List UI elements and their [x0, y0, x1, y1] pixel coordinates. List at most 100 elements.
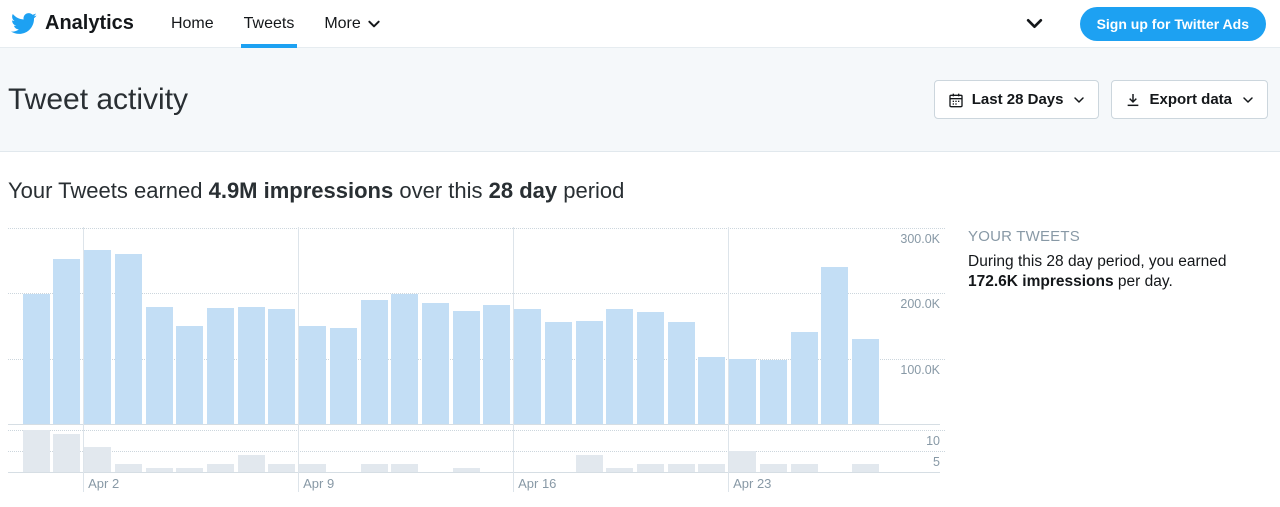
nav-item-home-label: Home	[170, 14, 214, 32]
top-nav: Analytics Home Tweets More Sign up for T…	[0, 0, 1280, 48]
twitter-bird-icon[interactable]	[10, 10, 37, 37]
chevron-down-icon	[1073, 94, 1085, 106]
headline-suffix: period	[557, 178, 625, 203]
tweets-bar[interactable]	[176, 467, 204, 472]
header-actions: Last 28 Days Export data	[933, 80, 1268, 119]
app-title: Analytics	[45, 12, 134, 34]
tweets-bar[interactable]	[667, 463, 695, 472]
chevron-down-icon	[1242, 94, 1254, 106]
impressions-bar[interactable]	[391, 294, 419, 424]
tweets-bar[interactable]	[53, 434, 81, 472]
tweets-bar[interactable]	[575, 455, 603, 472]
impressions-bar[interactable]	[360, 300, 388, 424]
tweets-bar[interactable]	[237, 455, 265, 472]
tweets-bar[interactable]	[452, 467, 480, 472]
impressions-bar[interactable]	[421, 303, 449, 424]
your-tweets-summary: During this 28 day period, you earned 17…	[968, 252, 1240, 292]
gridline-vertical	[728, 227, 730, 492]
y-axis-label: 300.0K	[900, 231, 940, 246]
gridline-vertical	[298, 227, 300, 492]
impressions-bar[interactable]	[268, 308, 296, 424]
summary-text-after: per day.	[1113, 273, 1173, 290]
your-tweets-heading: YOUR TWEETS	[968, 228, 1080, 245]
impressions-bar[interactable]	[821, 267, 849, 424]
nav-item-tweets[interactable]: Tweets	[229, 0, 310, 48]
impressions-bar[interactable]	[636, 311, 664, 424]
gridline-vertical	[83, 227, 85, 492]
impressions-bar[interactable]	[851, 338, 879, 424]
date-range-button[interactable]: Last 28 Days	[933, 80, 1100, 119]
nav-item-tweets-label: Tweets	[243, 14, 295, 32]
headline-period-value: 28 day	[488, 178, 558, 203]
nav-item-more[interactable]: More	[309, 0, 395, 48]
gridline-horizontal	[8, 451, 945, 452]
calendar-icon	[948, 92, 964, 108]
impressions-bar[interactable]	[544, 322, 572, 424]
impressions-bar[interactable]	[84, 249, 112, 424]
main-chart-baseline	[8, 424, 940, 425]
impressions-bar[interactable]	[667, 322, 695, 424]
tweets-bar[interactable]	[636, 463, 664, 472]
tweets-bar[interactable]	[360, 463, 388, 472]
tweets-bar[interactable]	[84, 446, 112, 472]
x-axis-label: Apr 9	[303, 476, 335, 491]
gridline-horizontal	[8, 293, 945, 294]
impressions-bar[interactable]	[575, 320, 603, 424]
tweets-bar[interactable]	[759, 463, 787, 472]
y-axis-label: 10	[926, 434, 940, 448]
date-range-label: Last 28 Days	[971, 91, 1064, 108]
impressions-bar[interactable]	[698, 357, 726, 424]
export-data-button[interactable]: Export data	[1111, 80, 1268, 119]
impressions-bar[interactable]	[176, 326, 204, 424]
tweets-bar[interactable]	[268, 463, 296, 472]
impressions-bar[interactable]	[22, 294, 50, 424]
page-header: Tweet activity Last 28 Days Export data	[0, 48, 1280, 152]
impressions-bar[interactable]	[329, 328, 357, 424]
summary-impressions-per-day: 172.6K impressions	[968, 273, 1114, 290]
primary-nav: Home Tweets More	[156, 0, 396, 48]
account-menu-chevron-icon[interactable]	[1025, 14, 1044, 33]
tweets-bar[interactable]	[206, 463, 234, 472]
tweets-bar[interactable]	[145, 467, 173, 472]
x-axis-label: Apr 2	[88, 476, 120, 491]
nav-item-home[interactable]: Home	[156, 0, 229, 48]
tweets-bar[interactable]	[299, 463, 327, 472]
impressions-bar[interactable]	[299, 325, 327, 424]
x-axis-label: Apr 16	[518, 476, 557, 491]
tweets-bar[interactable]	[114, 463, 142, 472]
gridline-horizontal	[8, 227, 945, 229]
download-icon	[1125, 92, 1141, 108]
impressions-bar[interactable]	[759, 360, 787, 424]
y-axis-label: 200.0K	[900, 297, 940, 311]
impressions-bar[interactable]	[53, 258, 81, 424]
impressions-bar[interactable]	[452, 311, 480, 424]
y-axis-label: 100.0K	[900, 362, 940, 377]
nav-item-more-label: More	[324, 14, 361, 32]
impressions-bar[interactable]	[206, 308, 234, 424]
tweets-bar[interactable]	[729, 451, 757, 472]
impressions-bar[interactable]	[237, 306, 265, 424]
impressions-bar[interactable]	[606, 308, 634, 424]
gridline-horizontal	[8, 430, 945, 431]
mini-chart-baseline	[8, 472, 940, 473]
your-tweets-panel: YOUR TWEETS During this 28 day period, y…	[968, 228, 1240, 292]
impressions-bar[interactable]	[729, 359, 757, 424]
signup-twitter-ads-button[interactable]: Sign up for Twitter Ads	[1079, 6, 1266, 41]
tweets-bar[interactable]	[790, 463, 818, 472]
impressions-bar[interactable]	[514, 309, 542, 424]
impressions-bar-chart: 300.0K 200.0K 100.0K 10 5 Apr 2 Apr 9 Apr 16 Apr…	[0, 224, 945, 506]
tweets-bar[interactable]	[391, 463, 419, 472]
headline-impressions-value: 4.9M impressions	[208, 178, 394, 203]
impressions-summary-headline: Your Tweets earned 4.9M impressions over…	[8, 178, 1280, 204]
impressions-bar[interactable]	[483, 304, 511, 424]
impressions-bar[interactable]	[114, 254, 142, 424]
tweet-activity-chart-section: 300.0K 200.0K 100.0K 10 5 Apr 2 Apr 9 Apr 16 Apr…	[0, 224, 1280, 506]
page-title: Tweet activity	[8, 82, 189, 116]
tweets-bar[interactable]	[698, 463, 726, 472]
tweets-bar[interactable]	[22, 430, 50, 472]
tweets-bar[interactable]	[606, 467, 634, 472]
tweets-bar[interactable]	[851, 463, 879, 472]
gridline-vertical	[513, 227, 515, 492]
impressions-bar[interactable]	[145, 307, 173, 424]
impressions-bar[interactable]	[790, 332, 818, 424]
